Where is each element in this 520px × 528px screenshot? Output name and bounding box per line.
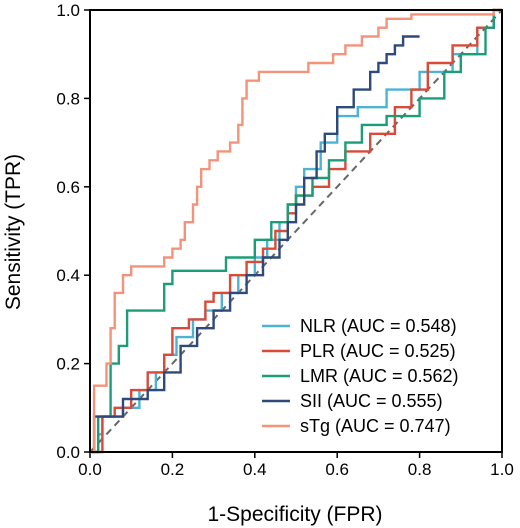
series-line-sii bbox=[90, 35, 420, 454]
plot-frame bbox=[89, 9, 503, 453]
legend-label: PLR (AUC = 0.525) bbox=[300, 341, 456, 361]
y-tick-label: 0.8 bbox=[56, 89, 80, 108]
series-layer bbox=[90, 8, 502, 454]
legend-label: NLR (AUC = 0.548) bbox=[300, 316, 457, 336]
x-tick-label: 0.0 bbox=[78, 460, 102, 479]
y-axis-title: Sensitivity (TPR) bbox=[2, 154, 25, 310]
x-tick-label: 1.0 bbox=[490, 460, 514, 479]
y-tick-label: 0.0 bbox=[56, 443, 80, 462]
x-axis-title: 1-Specificity (FPR) bbox=[207, 503, 382, 526]
legend: NLR (AUC = 0.548) PLR (AUC = 0.525) LMR (A… bbox=[262, 316, 459, 436]
y-tick-label: 0.6 bbox=[56, 178, 80, 197]
y-tick-label: 0.4 bbox=[56, 266, 80, 285]
x-tick-label: 0.8 bbox=[408, 460, 432, 479]
series-line-plr bbox=[90, 8, 502, 454]
y-tick-label: 0.2 bbox=[56, 355, 80, 374]
x-tick-label: 0.6 bbox=[325, 460, 349, 479]
legend-label: LMR (AUC = 0.562) bbox=[300, 366, 459, 386]
x-tick-label: 0.4 bbox=[243, 460, 267, 479]
series-line-lmr bbox=[90, 8, 502, 454]
legend-label: sTg (AUC = 0.747) bbox=[300, 416, 451, 436]
reference-diagonal-line bbox=[89, 9, 503, 453]
tick-layer: 0.0 0.2 0.4 0.6 0.8 1.0 0.0 0.2 0.4 0.6 0.8 1.0 bbox=[56, 1, 513, 479]
series-line-stg bbox=[90, 8, 502, 454]
x-tick-label: 0.2 bbox=[161, 460, 185, 479]
legend-label: SII (AUC = 0.555) bbox=[300, 391, 443, 411]
y-tick-label: 1.0 bbox=[56, 1, 80, 20]
